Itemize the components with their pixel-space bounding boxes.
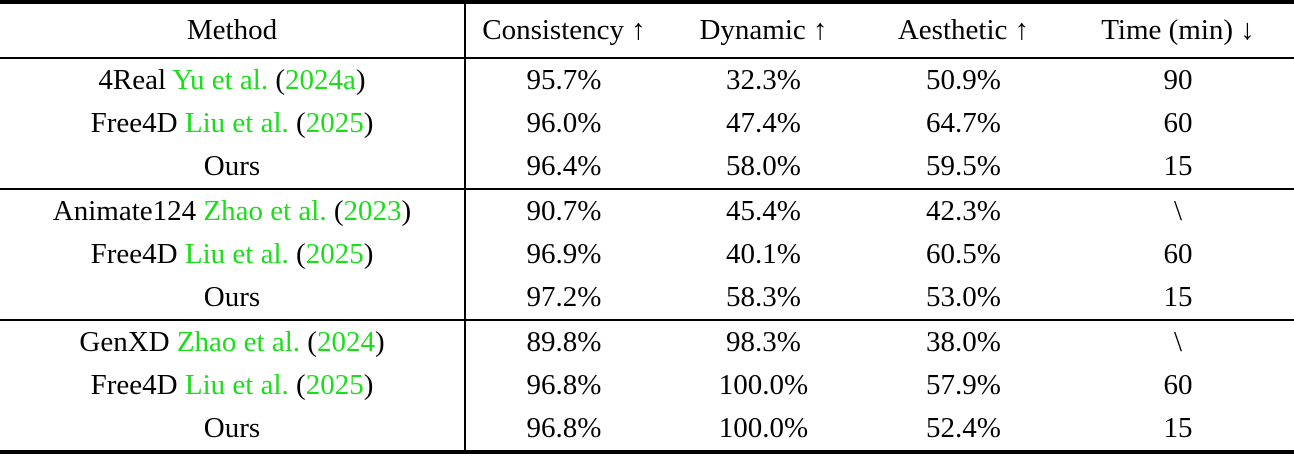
paren-open: ( [275, 64, 286, 96]
time-cell: \ [1173, 195, 1183, 227]
aesthetic-cell: 57.9% [926, 369, 1001, 401]
table-row: GenXD Zhao et al. (2024) 89.8% 98.3% 38.… [0, 320, 1294, 364]
consistency-cell: 96.8% [526, 369, 602, 401]
consistency-cell: 95.7% [526, 64, 602, 96]
table-row: Free4D Liu et al. (2025) 96.9% 40.1% 60.… [0, 233, 1294, 276]
consistency-cell: 96.4% [526, 150, 602, 182]
table-row: Ours 96.4% 58.0% 59.5% 15 [0, 145, 1294, 189]
dynamic-cell: 32.3% [726, 64, 801, 96]
citation-year-link[interactable]: 2024 [316, 326, 375, 358]
citation-year-link[interactable]: 2025 [305, 107, 364, 139]
method-name: GenXD [79, 326, 170, 358]
method-cell: Free4D Liu et al. (2025) [0, 364, 466, 407]
citation-authors-link[interactable]: Zhao et al. [176, 326, 301, 358]
table-row: Ours 96.8% 100.0% 52.4% 15 [0, 407, 1294, 452]
method-group-1: 4Real Yu et al. (2024a) 95.7% 32.3% 50.9… [0, 58, 1294, 189]
paren-close: ) [355, 64, 366, 96]
aesthetic-cell: 59.5% [926, 150, 1001, 182]
consistency-cell: 89.8% [526, 326, 602, 358]
method-name: Free4D [90, 369, 178, 401]
paren-close: ) [363, 107, 374, 139]
citation-authors-link[interactable]: Liu et al. [184, 238, 289, 270]
paren-close: ) [363, 369, 374, 401]
aesthetic-cell: 60.5% [926, 238, 1001, 270]
dynamic-cell: 98.3% [726, 326, 801, 358]
method-name: Ours [203, 412, 261, 444]
citation-authors-link[interactable]: Liu et al. [184, 369, 289, 401]
paren-close: ) [363, 238, 374, 270]
dynamic-cell: 45.4% [726, 195, 801, 227]
time-cell: 60 [1163, 238, 1193, 270]
citation-authors-link[interactable]: Zhao et al. [203, 195, 327, 227]
aesthetic-cell: 53.0% [926, 281, 1001, 313]
citation-authors-link[interactable]: Yu et al. [172, 64, 269, 96]
header-row: Method Consistency ↑ Dynamic ↑ Aesthetic… [0, 2, 1294, 58]
time-cell: 15 [1163, 150, 1193, 182]
col-header-time: Time (min) ↓ [1101, 14, 1255, 46]
citation-year-link[interactable]: 2025 [305, 238, 364, 270]
method-cell: GenXD Zhao et al. (2024) [0, 320, 466, 364]
dynamic-cell: 100.0% [718, 369, 809, 401]
table-row: Animate124 Zhao et al. (2023) 90.7% 45.4… [0, 189, 1294, 233]
table-row: Free4D Liu et al. (2025) 96.0% 47.4% 64.… [0, 102, 1294, 145]
citation-year-link[interactable]: 2024a [285, 64, 356, 96]
dynamic-cell: 58.0% [726, 150, 801, 182]
method-group-2: Animate124 Zhao et al. (2023) 90.7% 45.4… [0, 189, 1294, 320]
time-cell: \ [1173, 326, 1183, 358]
col-header-consistency: Consistency ↑ [482, 14, 646, 46]
method-cell: 4Real Yu et al. (2024a) [0, 58, 466, 102]
citation-authors-link[interactable]: Liu et al. [184, 107, 289, 139]
paren-close: ) [401, 195, 412, 227]
aesthetic-cell: 42.3% [926, 195, 1001, 227]
method-cell: Ours [0, 407, 466, 452]
consistency-cell: 90.7% [526, 195, 602, 227]
time-cell: 15 [1163, 281, 1193, 313]
method-cell: Free4D Liu et al. (2025) [0, 233, 466, 276]
table-header: Method Consistency ↑ Dynamic ↑ Aesthetic… [0, 2, 1294, 58]
paren-open: ( [296, 369, 306, 401]
table-row: 4Real Yu et al. (2024a) 95.7% 32.3% 50.9… [0, 58, 1294, 102]
time-cell: 90 [1163, 64, 1193, 96]
paren-open: ( [296, 238, 306, 270]
method-name: Free4D [90, 107, 178, 139]
method-group-3: GenXD Zhao et al. (2024) 89.8% 98.3% 38.… [0, 320, 1294, 452]
paren-close: ) [374, 326, 385, 358]
time-cell: 60 [1163, 107, 1193, 139]
aesthetic-cell: 64.7% [926, 107, 1001, 139]
dynamic-cell: 58.3% [726, 281, 801, 313]
method-cell: Free4D Liu et al. (2025) [0, 102, 466, 145]
method-name: Ours [203, 281, 261, 313]
method-cell: Animate124 Zhao et al. (2023) [0, 189, 466, 233]
aesthetic-cell: 52.4% [926, 412, 1001, 444]
citation-year-link[interactable]: 2023 [343, 195, 402, 227]
method-name: Ours [203, 150, 261, 182]
aesthetic-cell: 50.9% [926, 64, 1001, 96]
time-cell: 15 [1163, 412, 1193, 444]
method-name: 4Real [98, 64, 167, 96]
method-name: Free4D [90, 238, 178, 270]
consistency-cell: 96.9% [526, 238, 602, 270]
consistency-cell: 96.0% [526, 107, 602, 139]
consistency-cell: 97.2% [526, 281, 602, 313]
paren-open: ( [333, 195, 344, 227]
dynamic-cell: 47.4% [726, 107, 801, 139]
method-cell: Ours [0, 276, 466, 320]
col-header-method: Method [0, 2, 466, 58]
dynamic-cell: 100.0% [718, 412, 809, 444]
col-header-dynamic: Dynamic ↑ [699, 14, 828, 46]
paren-open: ( [307, 326, 317, 358]
table-row: Free4D Liu et al. (2025) 96.8% 100.0% 57… [0, 364, 1294, 407]
dynamic-cell: 40.1% [726, 238, 801, 270]
table-row: Ours 97.2% 58.3% 53.0% 15 [0, 276, 1294, 320]
time-cell: 60 [1163, 369, 1193, 401]
method-name: Animate124 [52, 195, 197, 227]
consistency-cell: 96.8% [526, 412, 602, 444]
method-cell: Ours [0, 145, 466, 189]
aesthetic-cell: 38.0% [926, 326, 1001, 358]
paren-open: ( [296, 107, 306, 139]
col-header-aesthetic: Aesthetic ↑ [897, 14, 1030, 46]
citation-year-link[interactable]: 2025 [305, 369, 364, 401]
